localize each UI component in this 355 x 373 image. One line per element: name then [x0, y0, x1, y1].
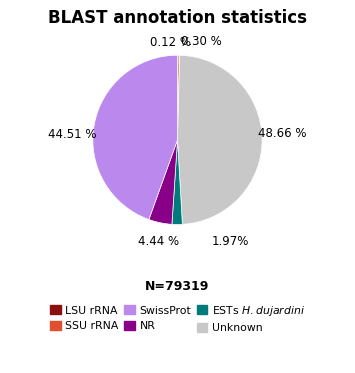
- Legend: LSU rRNA, SSU rRNA, SwissProt, NR, ESTs $\it{H.dujardini}$, Unknown: LSU rRNA, SSU rRNA, SwissProt, NR, ESTs …: [48, 301, 307, 335]
- Text: 1.97%: 1.97%: [211, 235, 248, 248]
- Text: 0.12 %: 0.12 %: [150, 36, 191, 49]
- Wedge shape: [149, 140, 178, 224]
- Wedge shape: [93, 55, 178, 219]
- Text: N=79319: N=79319: [145, 279, 210, 292]
- Wedge shape: [178, 55, 180, 140]
- Text: 4.44 %: 4.44 %: [138, 235, 179, 248]
- Text: 44.51 %: 44.51 %: [48, 128, 97, 141]
- Wedge shape: [178, 55, 262, 224]
- Text: 0.30 %: 0.30 %: [181, 35, 222, 48]
- Wedge shape: [172, 140, 182, 225]
- Title: BLAST annotation statistics: BLAST annotation statistics: [48, 9, 307, 27]
- Text: 48.66 %: 48.66 %: [258, 126, 307, 140]
